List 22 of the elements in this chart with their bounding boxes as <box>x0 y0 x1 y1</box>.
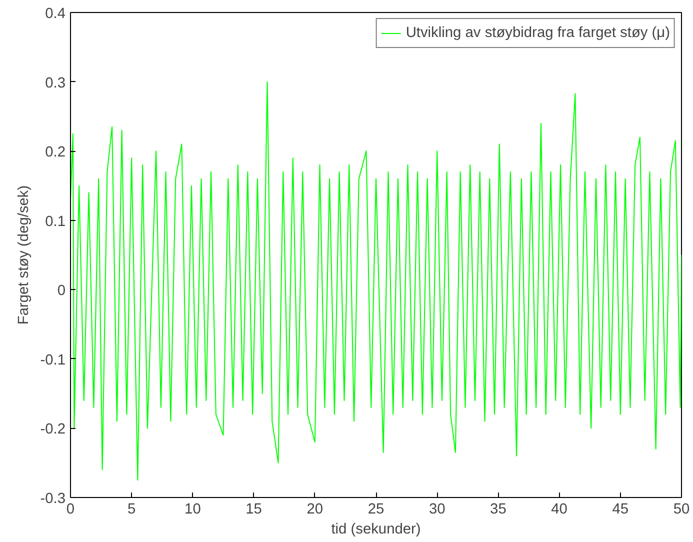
y-tick-label: 0.1 <box>45 214 66 230</box>
line-series <box>70 81 682 481</box>
y-tick-label: 0.2 <box>45 144 66 161</box>
y-tick-label: -0.1 <box>40 352 66 368</box>
x-axis-title: tid (sekunder) <box>331 522 421 538</box>
x-tick-label: 20 <box>306 502 324 518</box>
y-tick-label: -0.2 <box>40 422 66 438</box>
x-tick-label: 30 <box>428 502 446 518</box>
x-tick-label: 35 <box>490 502 506 518</box>
x-tick-label: 15 <box>246 502 262 518</box>
x-tick-label: 10 <box>184 502 201 518</box>
y-axis-title: Farget støy (deg/sek) <box>16 185 32 325</box>
y-tick-label: -0.3 <box>40 491 66 507</box>
x-tick-label: 5 <box>128 502 136 518</box>
x-tick-label: 45 <box>612 502 629 518</box>
y-tick-label: 0.4 <box>45 6 66 22</box>
y-tick-label: 0 <box>57 283 66 300</box>
x-tick-label: 50 <box>673 502 690 518</box>
x-tick-label: 40 <box>551 502 568 518</box>
legend-label: Utvikling av støybidrag fra farget støy (μ) <box>406 25 670 41</box>
x-tick-label: 25 <box>368 502 384 518</box>
y-tick-label: 0.3 <box>45 75 66 92</box>
